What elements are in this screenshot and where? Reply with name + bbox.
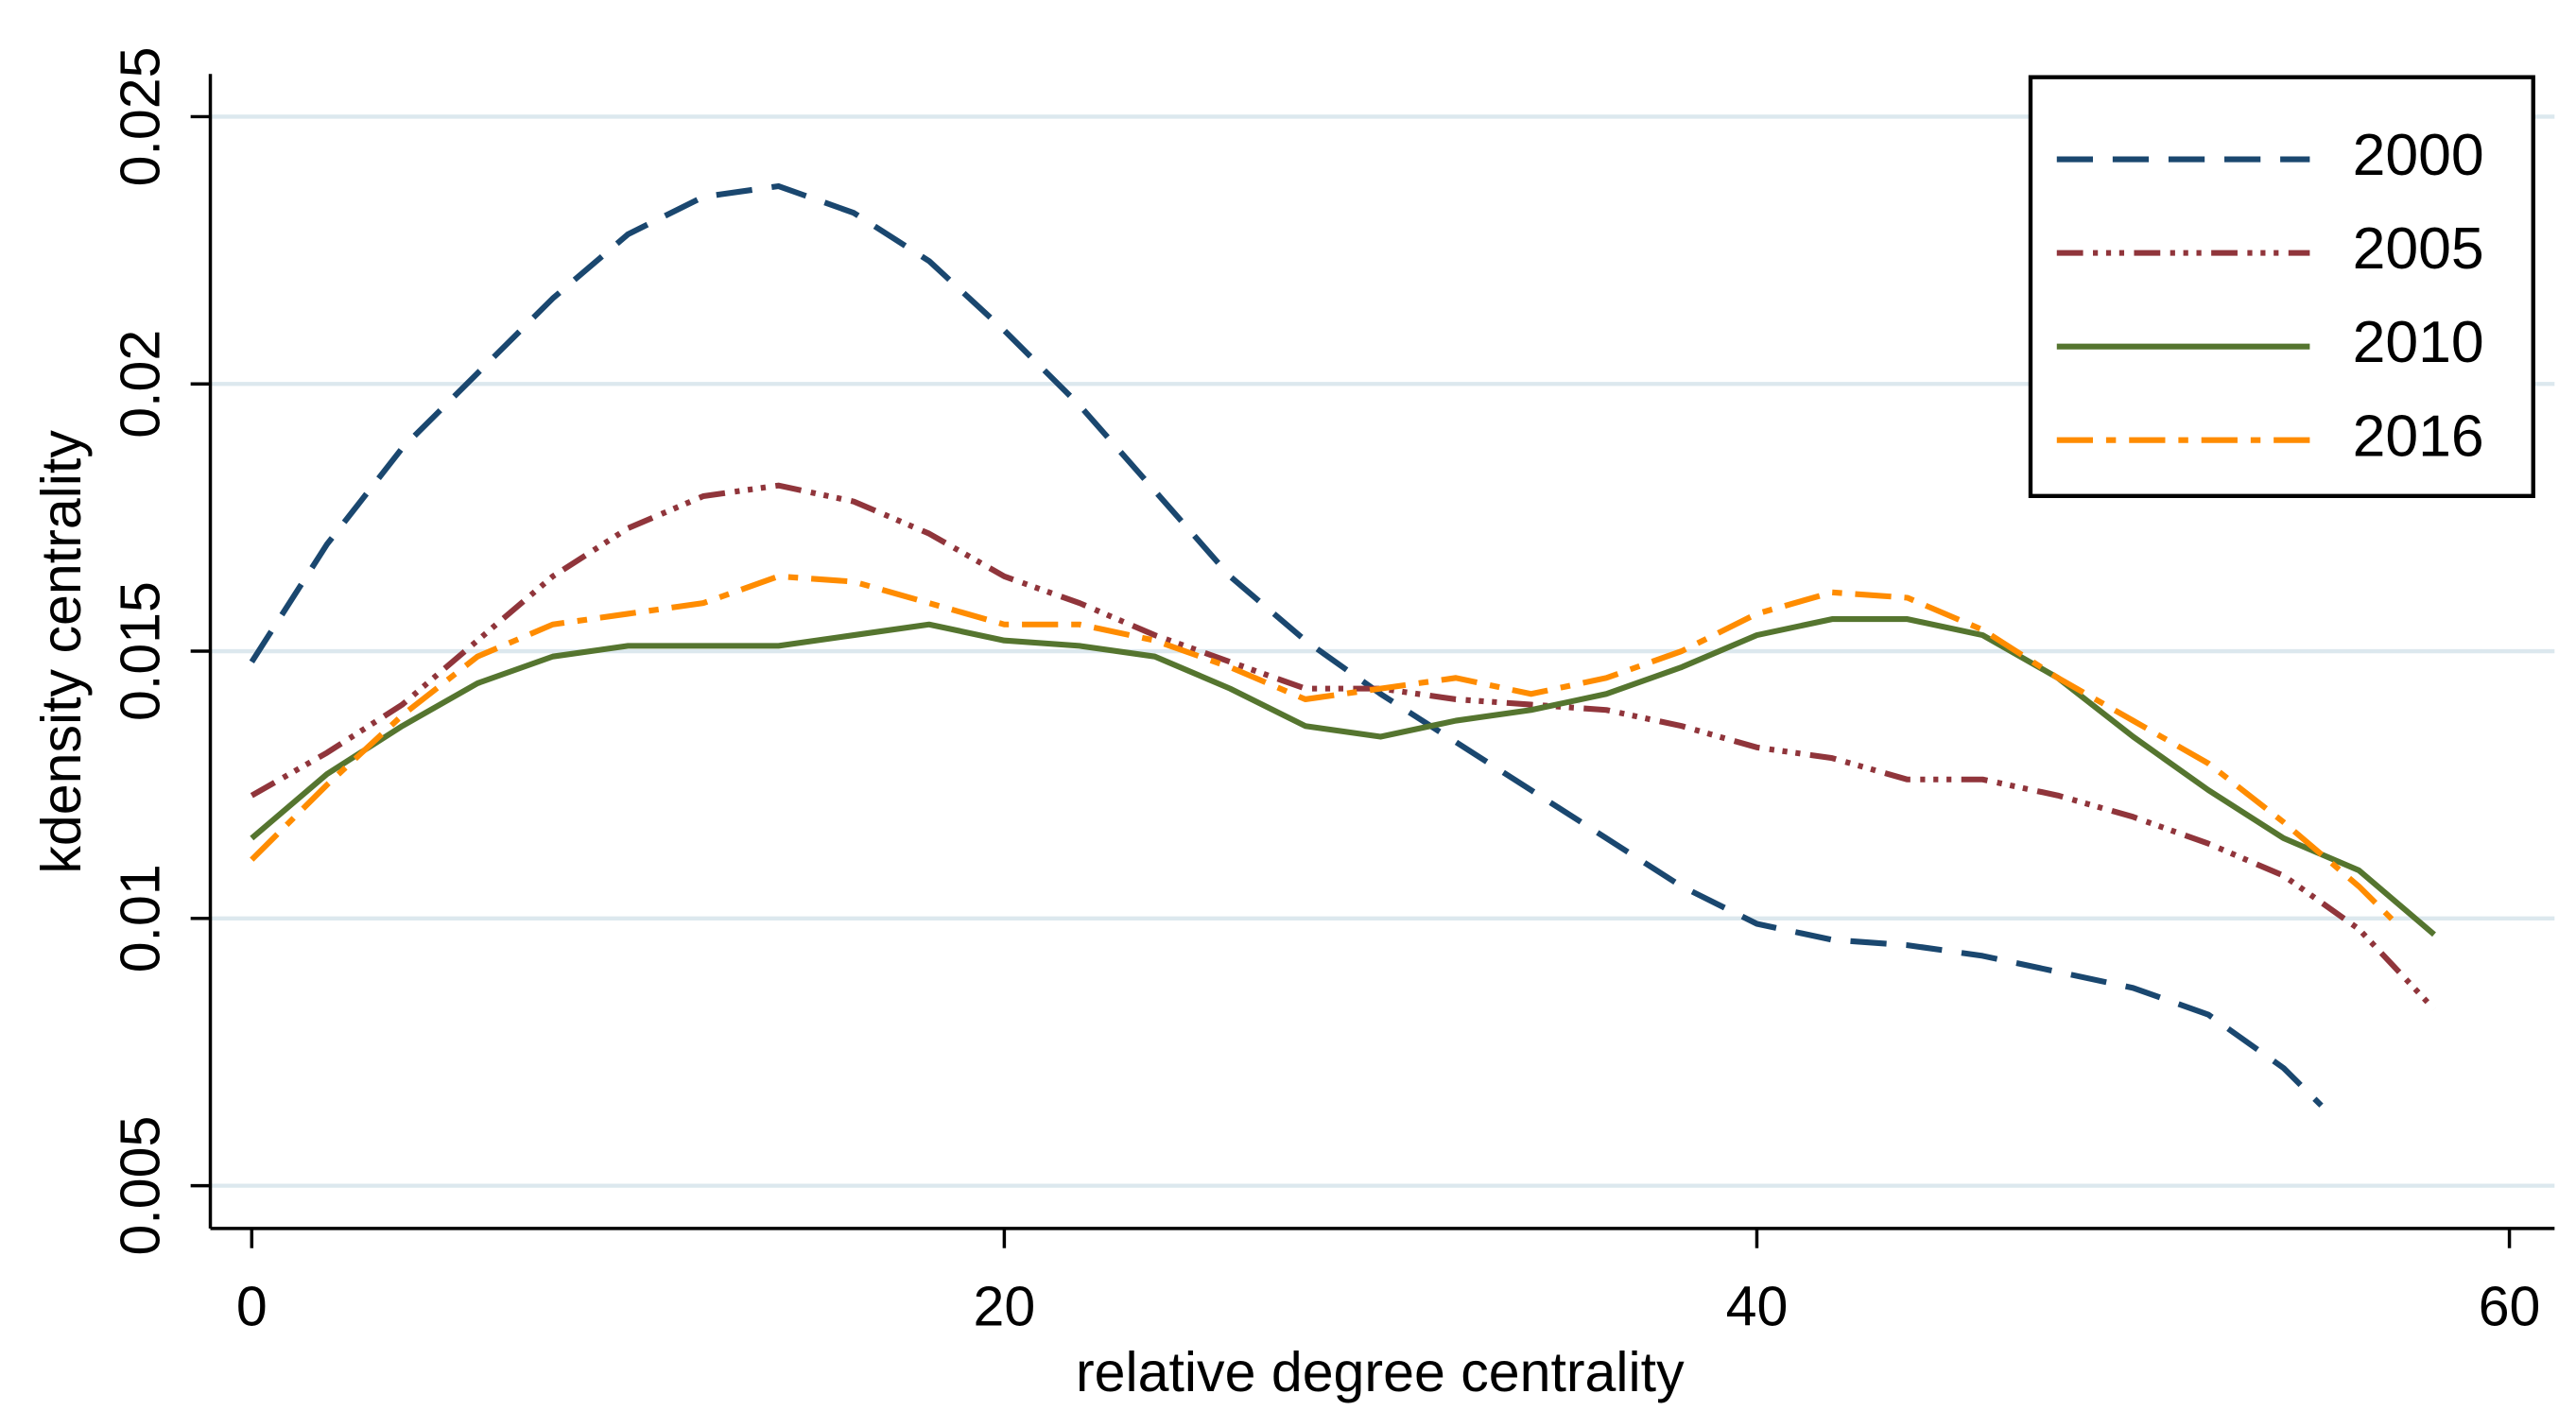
x-tick-label: 0 [236, 1275, 268, 1337]
legend-box [2028, 75, 2535, 498]
y-tick-label: 0.005 [110, 1116, 172, 1256]
series-line [250, 573, 2399, 926]
y-tick-label: 0.01 [110, 864, 172, 972]
series-line [250, 482, 2437, 1012]
y-axis-title: kdensity centrality [30, 430, 93, 874]
legend-label: 2010 [2353, 309, 2484, 375]
y-tick-label: 0.02 [110, 330, 172, 439]
x-axis-title: relative degree centrality [1076, 1341, 1685, 1403]
legend-label: 2016 [2353, 403, 2484, 469]
x-tick-label: 40 [1726, 1275, 1789, 1337]
x-tick-label: 20 [974, 1275, 1036, 1337]
legend-label: 2000 [2353, 122, 2484, 188]
x-tick-label: 60 [2479, 1275, 2541, 1337]
y-tick-label: 0.015 [110, 581, 172, 721]
y-tick-label: 0.025 [110, 47, 172, 187]
legend-label: 2005 [2353, 215, 2484, 282]
